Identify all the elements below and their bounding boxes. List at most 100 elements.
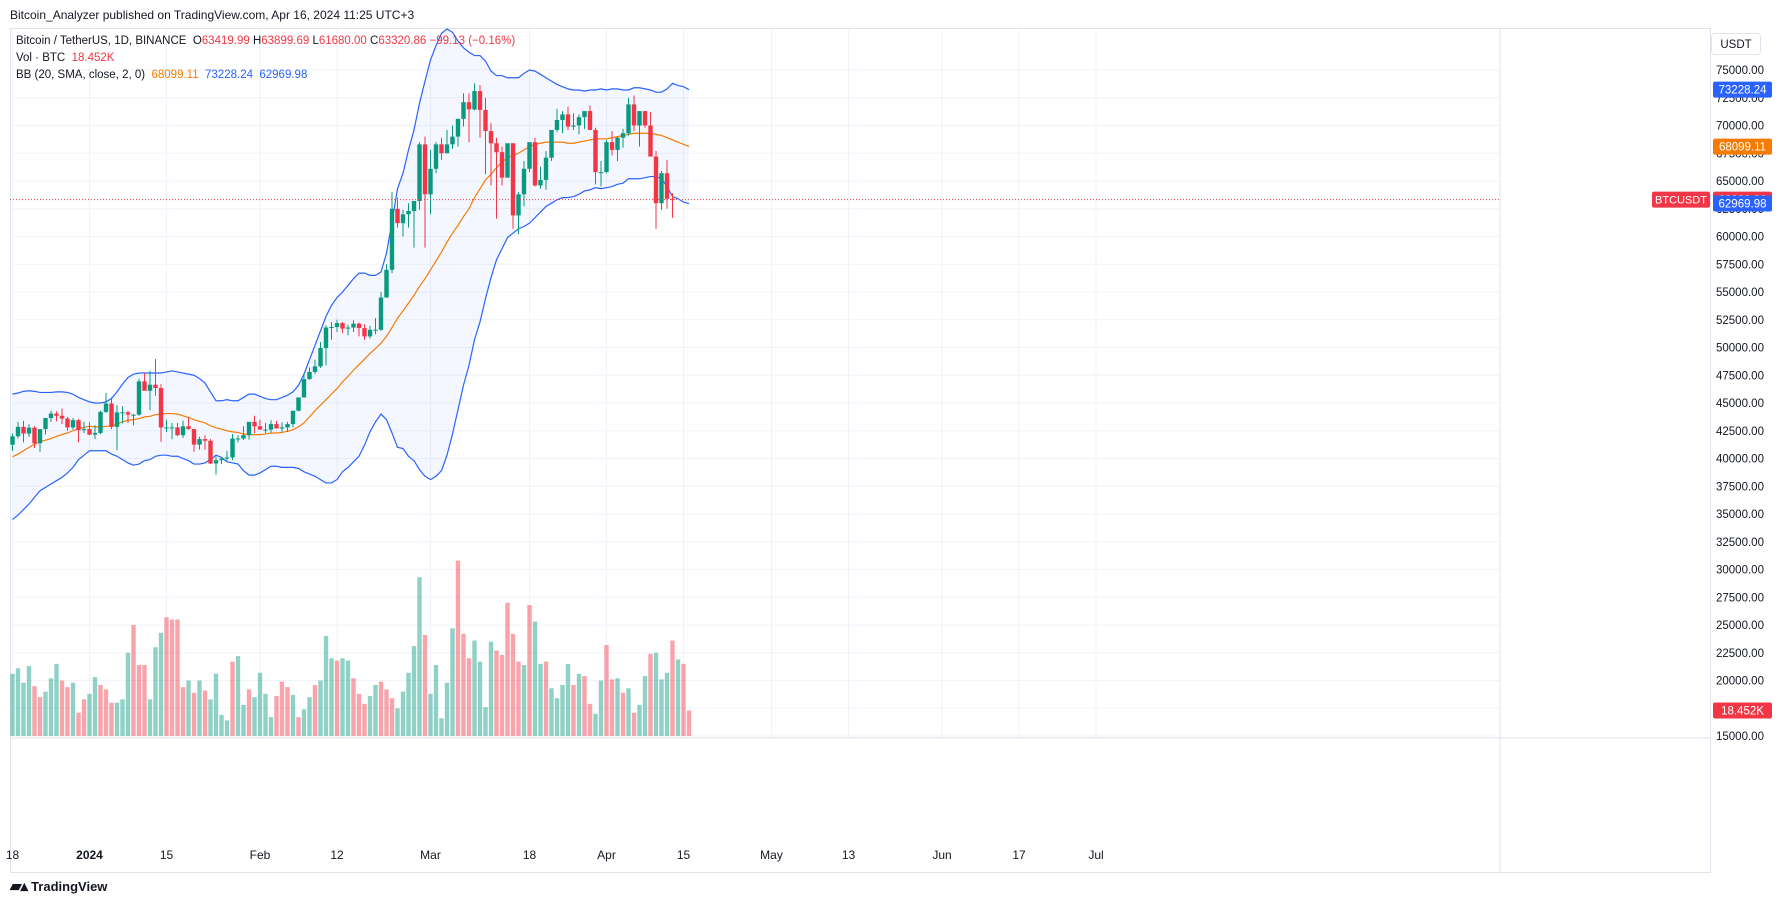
candle-body — [516, 194, 521, 216]
candle-body — [411, 200, 417, 211]
candle — [543, 151, 549, 190]
candle — [274, 420, 279, 429]
volume-bar — [213, 673, 219, 736]
volume-bar — [406, 672, 411, 736]
candle-body — [318, 348, 323, 367]
candle — [285, 421, 290, 432]
candle-body — [136, 381, 142, 415]
candle — [505, 143, 510, 178]
volume-bar — [444, 682, 450, 736]
volume-bar — [389, 698, 395, 736]
candle — [186, 417, 191, 430]
candle-body — [114, 412, 120, 427]
candle-body — [439, 144, 444, 154]
candle-body — [472, 91, 477, 110]
volume-bar — [131, 625, 136, 736]
price-tag-bb-basis: 68099.11 — [1713, 138, 1772, 155]
candle — [147, 370, 153, 411]
publisher-credit: Bitcoin_Analyzer published on TradingVie… — [10, 8, 415, 22]
candle — [521, 161, 527, 207]
candle — [576, 114, 582, 135]
candle — [32, 426, 37, 448]
candle-body — [219, 458, 224, 461]
price-tag-text: 18.452K — [1721, 705, 1764, 717]
volume-bar — [494, 650, 499, 736]
volume-bar — [521, 664, 527, 736]
candle — [125, 410, 131, 423]
volume-bar — [664, 672, 670, 736]
candle-body — [54, 413, 59, 416]
volume-bar — [472, 640, 477, 736]
y-tick-label: 20000.00 — [1716, 676, 1764, 688]
candle-body — [626, 104, 631, 134]
candle-body — [461, 102, 466, 119]
volume-bar — [681, 663, 686, 736]
volume-bar — [620, 692, 626, 736]
candle — [439, 137, 444, 160]
volume-bar — [290, 694, 296, 736]
bb-lower-line — [12, 175, 690, 521]
candle-body — [345, 327, 351, 329]
y-tick-label: 60000.00 — [1716, 232, 1764, 244]
volume-bar — [571, 684, 576, 736]
candle — [582, 111, 587, 129]
volume-bar — [455, 560, 461, 736]
y-tick-label: 57500.00 — [1716, 259, 1764, 271]
candle-body — [538, 179, 543, 186]
volume-bar — [598, 680, 604, 736]
candle-body — [554, 119, 560, 130]
candle-body — [59, 415, 65, 419]
volume-bar — [103, 689, 109, 736]
candle — [510, 143, 516, 229]
x-tick-label: 2024 — [76, 848, 103, 862]
volume-bar — [120, 699, 125, 736]
candle — [428, 149, 433, 215]
candle-body — [65, 418, 70, 428]
volume-bar — [626, 688, 631, 736]
candle — [477, 84, 483, 138]
candle — [499, 146, 505, 186]
candle — [362, 324, 367, 340]
volume-bar — [59, 680, 65, 736]
volume-bar — [439, 718, 444, 736]
candle-body — [631, 104, 637, 126]
volume-bar — [76, 712, 81, 736]
legend-volume-row[interactable]: Vol · BTC 18.452K — [16, 50, 515, 67]
volume-bar — [153, 647, 158, 736]
legend-close: 63320.86 — [378, 35, 427, 47]
candle-body — [252, 421, 257, 427]
candle — [631, 95, 637, 132]
y-tick-label: 40000.00 — [1716, 454, 1764, 466]
candle — [279, 422, 285, 432]
volume-bar — [257, 672, 263, 736]
x-tick-label: 13 — [842, 848, 856, 862]
candle-body — [48, 413, 54, 418]
candle — [15, 421, 21, 439]
candle — [433, 142, 439, 174]
currency-button[interactable]: USDT — [1711, 33, 1761, 55]
legend-bb-upper: 73228.24 — [205, 69, 253, 81]
volume-bar — [169, 619, 175, 736]
volume-bar — [477, 661, 483, 736]
candle — [516, 192, 521, 235]
candle — [59, 408, 65, 425]
candle — [345, 324, 351, 336]
volume-bar — [576, 673, 582, 736]
candle-body — [571, 125, 576, 127]
volume-bar — [378, 681, 384, 736]
candle — [296, 397, 301, 412]
candle-body — [576, 117, 582, 126]
candle — [76, 419, 81, 443]
legend-bb-row[interactable]: BB (20, SMA, close, 2, 0) 68099.11 73228… — [16, 67, 515, 84]
candle — [65, 416, 70, 431]
candle-body — [560, 114, 565, 120]
candle — [268, 420, 274, 433]
candle-body — [483, 109, 488, 132]
candle — [191, 429, 197, 452]
volume-bar — [565, 663, 571, 736]
tradingview-logo[interactable]: ▰▴ TradingView — [10, 877, 107, 895]
candle — [136, 378, 142, 416]
legend-symbol: Bitcoin / TetherUS, 1D, BINANCE — [16, 35, 187, 47]
x-tick-label: 18 — [523, 848, 537, 862]
